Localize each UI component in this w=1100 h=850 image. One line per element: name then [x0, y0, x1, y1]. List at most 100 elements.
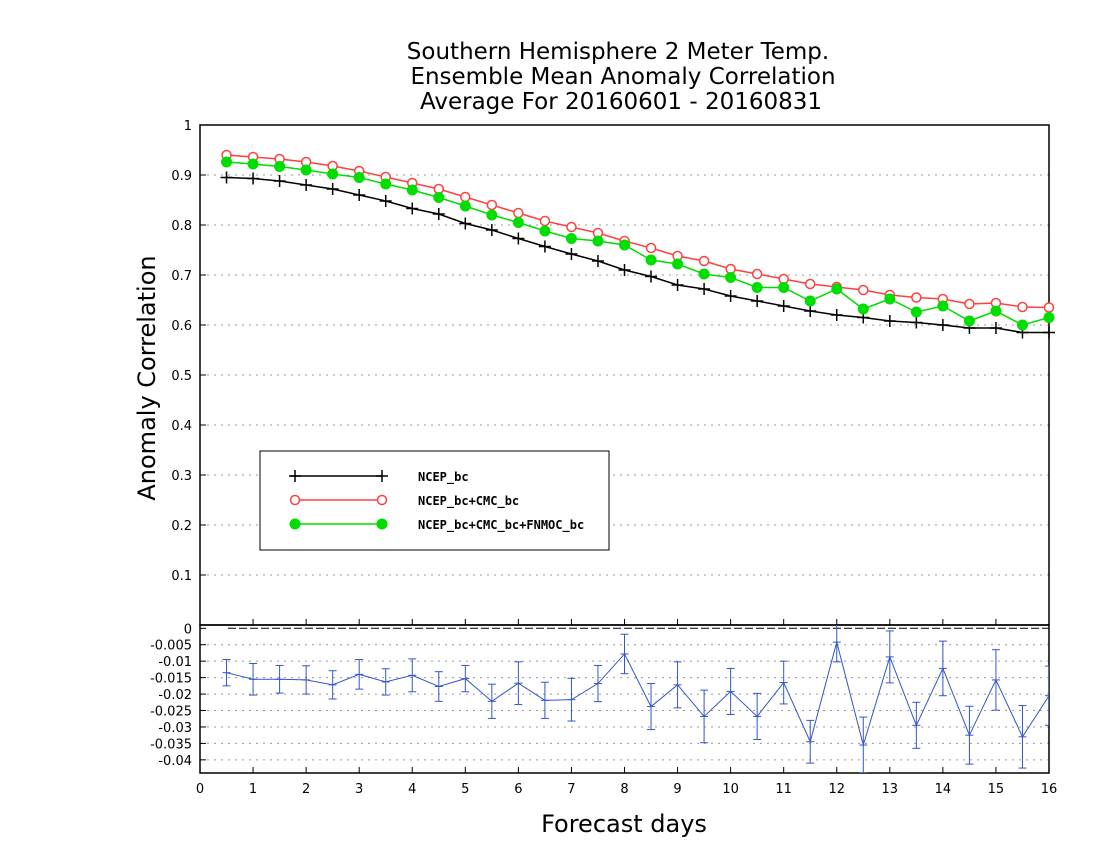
legend-marker-2: [376, 518, 388, 530]
series-0-point: [326, 183, 339, 195]
series-2-point: [327, 168, 339, 180]
bottom-y-tick-label: -0.035: [150, 737, 192, 752]
error-bar: [434, 671, 443, 702]
series-0-point: [1043, 326, 1055, 339]
series-2-point: [963, 315, 975, 327]
chart-title-line-3: Average For 20160601 - 20160831: [420, 89, 822, 115]
series-1-point: [1017, 301, 1028, 313]
legend-marker-0: [376, 470, 388, 482]
error-bar: [859, 716, 868, 773]
series-2-point: [831, 283, 843, 295]
top-y-tick-label: 0.4: [171, 419, 192, 434]
difference-line: [226, 640, 1049, 747]
series-2-point: [645, 254, 657, 266]
series-2-point: [300, 164, 312, 176]
series-2-point: [778, 282, 790, 293]
top-y-tick-label: 0.1: [171, 569, 192, 584]
legend-marker-1: [289, 494, 301, 506]
top-series-group: [220, 149, 1055, 339]
legend-label-2: NCEP_bc+CMC_bc+FNMOC_bc: [418, 518, 584, 533]
error-bar: [647, 683, 656, 731]
bottom-y-tick-label: 0: [184, 622, 192, 637]
x-tick-label: 0: [196, 782, 204, 797]
series-0-point: [379, 195, 392, 207]
series-0-point: [751, 295, 764, 307]
series-2-point: [910, 306, 922, 318]
x-axis: 0 1 2 3 4 5 6 7 8 9 10 11 12 13 14 15 16: [196, 619, 1057, 797]
x-tick-label: 7: [567, 782, 575, 797]
series-2-point: [592, 235, 604, 247]
x-tick-label: 11: [775, 782, 792, 797]
top-y-tick-label: 0.2: [171, 519, 192, 534]
series-2-point: [619, 239, 630, 251]
series-0-point: [645, 270, 658, 283]
x-axis-label: Forecast days: [541, 810, 707, 838]
series-line-1: [226, 154, 1050, 309]
bottom-y-tick-label: -0.015: [150, 672, 192, 687]
series-2-point: [539, 225, 551, 237]
series-line-2: [226, 161, 1050, 326]
error-bar: [567, 677, 576, 722]
series-1-point: [751, 268, 763, 280]
x-tick-label: 14: [935, 782, 952, 797]
legend-label-1: NCEP_bc+CMC_bc: [418, 494, 519, 509]
x-tick-label: 8: [620, 782, 628, 797]
bottom-y-tick-label: -0.04: [158, 754, 192, 769]
series-2-point: [486, 209, 498, 221]
bottom-y-tick-label: -0.02: [158, 688, 192, 703]
top-y-tick-label: 0.9: [171, 169, 192, 184]
error-bar: [249, 662, 258, 696]
error-bar: [991, 649, 1000, 711]
series-2-point: [353, 172, 365, 183]
series-0-point: [804, 305, 817, 317]
error-bar: [328, 670, 337, 700]
x-tick-label: 1: [249, 782, 257, 797]
error-bar: [408, 658, 417, 693]
series-1-point: [566, 221, 577, 233]
top-y-tick-label: 0.8: [171, 219, 192, 234]
series-0-point: [618, 264, 631, 276]
series-0-point: [273, 175, 286, 187]
error-bar: [965, 705, 974, 765]
series-0-point: [777, 300, 790, 312]
error-bar: [779, 660, 788, 705]
series-1-point: [645, 242, 657, 254]
series-2-point: [406, 184, 418, 196]
series-0-point: [989, 322, 1002, 334]
series-2-point: [804, 295, 816, 307]
legend-marker-2: [289, 518, 301, 530]
series-2-point: [565, 233, 577, 244]
series-2-point: [937, 300, 949, 312]
x-tick-label: 9: [673, 782, 681, 797]
series-2-point: [725, 272, 737, 283]
error-bar: [275, 664, 284, 694]
series-1-point: [698, 255, 710, 267]
series-0-point: [220, 171, 233, 184]
bottom-y-axis: 0 -0.005-0.01 -0.015-0.02 -0.025-0.03-0.035…: [150, 622, 206, 769]
series-2-point: [1016, 319, 1028, 331]
series-1-point: [486, 199, 498, 211]
error-bar: [302, 665, 311, 695]
error-bar: [806, 719, 815, 764]
series-2-point: [380, 178, 392, 190]
top-y-tick-label: 0.7: [171, 269, 192, 284]
series-1-point: [460, 191, 471, 203]
series-0-point: [247, 172, 260, 185]
error-bar: [1045, 665, 1049, 726]
series-0-point: [936, 319, 949, 331]
error-bar: [355, 659, 364, 690]
x-tick-label: 15: [988, 782, 1005, 797]
bottom-y-tick-label: -0.03: [158, 721, 192, 736]
series-2-point: [884, 293, 896, 305]
error-bar: [673, 661, 682, 709]
x-tick-label: 5: [461, 782, 469, 797]
series-2-point: [751, 282, 763, 293]
x-tick-label: 13: [882, 782, 899, 797]
series-2-point: [433, 192, 445, 203]
top-y-tick-label: 1: [184, 119, 192, 134]
series-0-point: [300, 179, 313, 191]
error-bar: [1018, 705, 1027, 769]
error-bar: [912, 701, 921, 749]
x-tick-label: 16: [1041, 782, 1058, 797]
x-tick-label: 3: [355, 782, 363, 797]
